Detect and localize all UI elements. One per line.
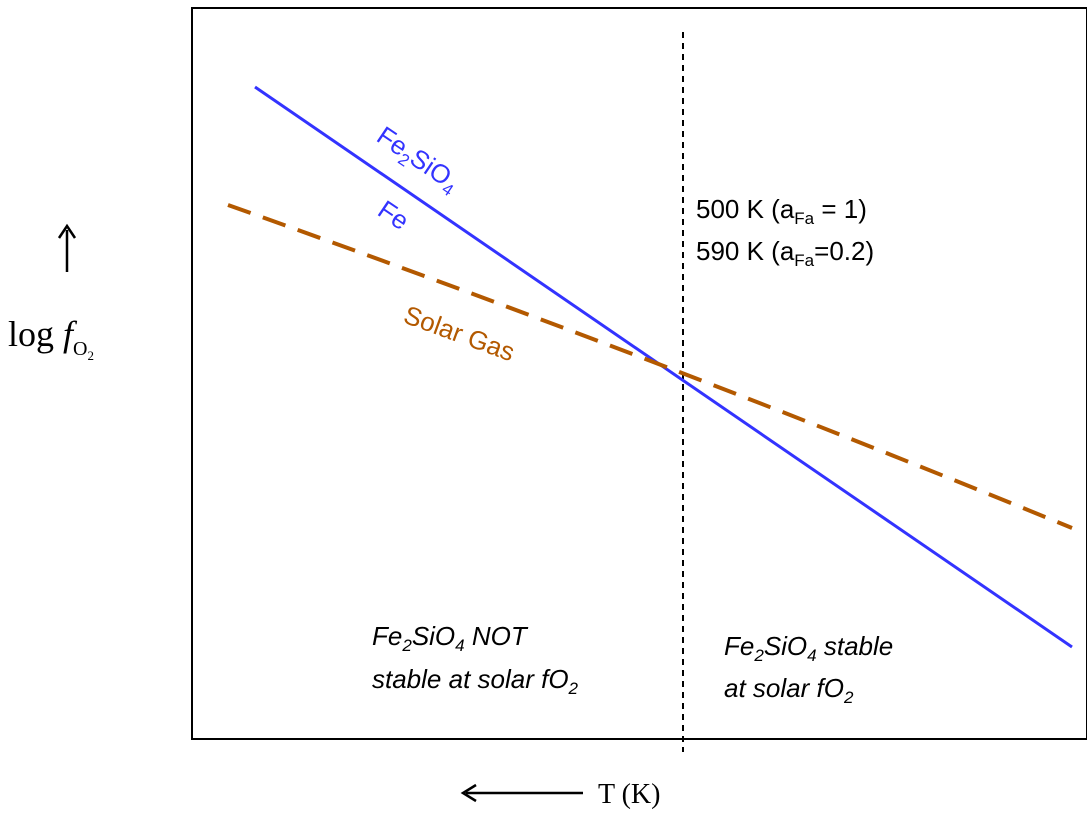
fe-line-label: Fe bbox=[373, 194, 415, 236]
region-right-line2: at solar fO2 bbox=[724, 673, 854, 707]
solar-gas-curve bbox=[227, 203, 1073, 530]
x-axis-left-arrow-icon bbox=[460, 783, 583, 803]
solar-gas-label: Solar Gas bbox=[400, 299, 519, 367]
region-left-line2: stable at solar fO2 bbox=[372, 664, 579, 698]
y-axis-label: log fO2 bbox=[8, 314, 94, 363]
y-axis-up-arrow-icon bbox=[57, 223, 77, 272]
region-left-line1: Fe2SiO4 NOT bbox=[372, 621, 529, 655]
fe2sio4-line-label: Fe2SiO4 bbox=[369, 120, 465, 200]
temperature-annotation-line2: 590 K (aFa=0.2) bbox=[696, 236, 874, 270]
plot-frame bbox=[191, 7, 1087, 740]
temperature-annotation-line1: 500 K (aFa = 1) bbox=[696, 194, 867, 228]
x-axis-label: T (K) bbox=[598, 779, 660, 810]
region-right-line1: Fe2SiO4 stable bbox=[724, 631, 893, 665]
